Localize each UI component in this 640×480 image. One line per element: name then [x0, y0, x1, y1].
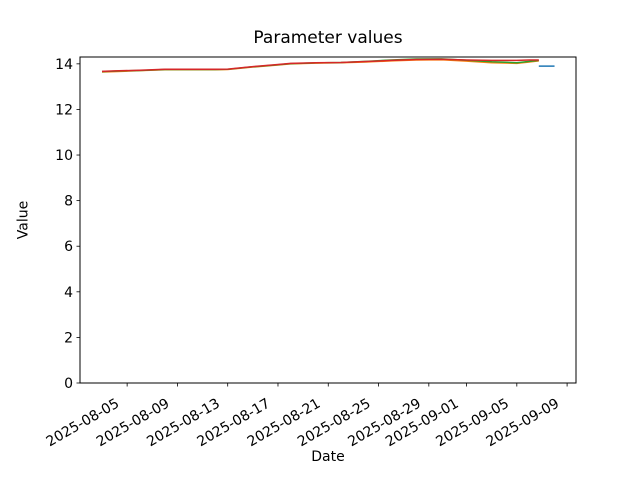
y-tick-label: 0: [64, 376, 73, 392]
y-tick-label: 8: [64, 194, 73, 210]
y-axis-label: Value: [15, 200, 32, 240]
series-line-series-red: [101, 58, 539, 73]
chart-title: Parameter values: [253, 28, 403, 48]
plot-border: [79, 56, 577, 384]
x-axis-label: Date: [311, 449, 345, 465]
y-tick-label: 6: [64, 239, 73, 255]
y-tick-label: 4: [64, 285, 73, 301]
y-tick-label: 14: [55, 57, 73, 73]
y-tick-label: 2: [64, 330, 73, 346]
y-tick-label: 12: [55, 102, 73, 118]
y-tick-label: 10: [55, 148, 73, 164]
